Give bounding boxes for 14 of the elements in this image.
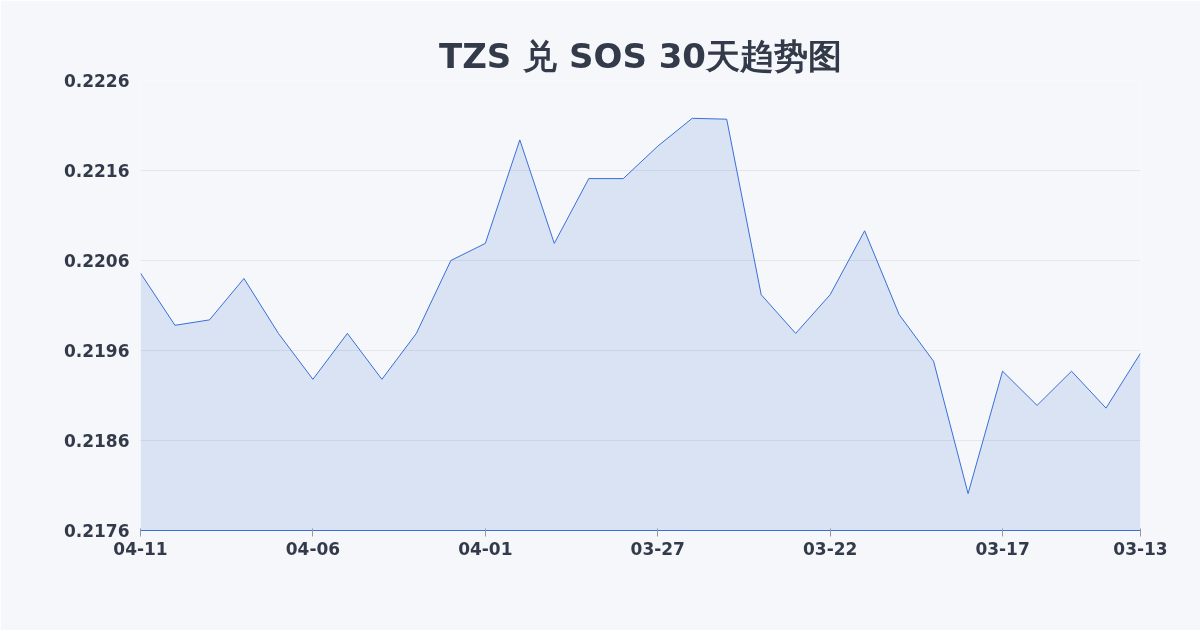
- y-tick-label: 0.2176: [63, 521, 130, 541]
- x-tick-label: 04-11: [113, 538, 168, 559]
- y-tick-label: 0.2226: [63, 71, 130, 91]
- x-tick-label: 04-06: [285, 538, 341, 559]
- x-tick-label: 03-17: [975, 538, 1030, 559]
- x-tick-label: 03-27: [630, 538, 685, 559]
- x-tick-label: 03-22: [802, 538, 858, 559]
- x-tick-label: 04-01: [458, 538, 513, 559]
- y-tick-label: 0.2216: [63, 161, 130, 181]
- y-tick-label: 0.2206: [63, 251, 130, 271]
- y-tick-label: 0.2186: [63, 431, 130, 451]
- chart-title: TZS 兑 SOS 30天趋势图: [438, 35, 843, 76]
- x-tick-label: 03-13: [1113, 538, 1168, 559]
- y-tick-label: 0.2196: [63, 341, 130, 361]
